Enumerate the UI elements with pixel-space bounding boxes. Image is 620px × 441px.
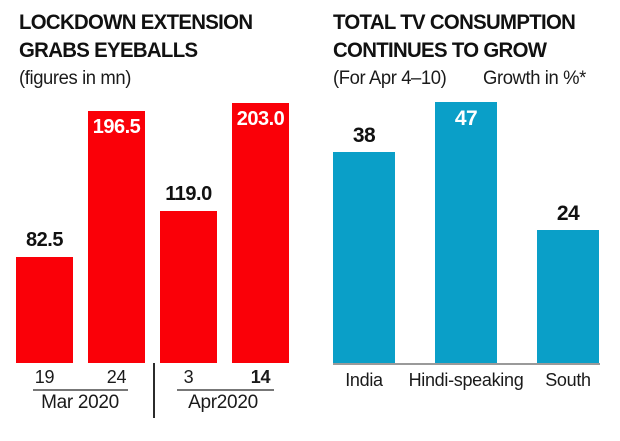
bar — [88, 111, 145, 363]
left-chart-subtitle: (figures in mn) — [19, 68, 131, 89]
bar-value-label: 38 — [352, 124, 376, 147]
bar — [435, 102, 497, 363]
bar-value-label: 24 — [556, 202, 580, 225]
category-label: South — [545, 370, 591, 390]
axis-group-label: Apr2020 — [188, 392, 258, 413]
axis-group-line — [177, 389, 274, 391]
bar-value-label: 119.0 — [165, 183, 212, 205]
right-chart-title: TOTAL TV CONSUMPTION CONTINUES TO GROW — [333, 11, 576, 62]
category-label: 24 — [106, 367, 127, 387]
bar-value-label: 47 — [454, 107, 478, 130]
bar-value-label: 203.0 — [236, 108, 285, 130]
bar-value-label: 82.5 — [26, 229, 63, 251]
bar — [232, 103, 289, 363]
axis-group-line — [33, 389, 128, 391]
bar — [160, 211, 217, 363]
category-label: 19 — [34, 367, 55, 387]
category-label: India — [345, 370, 383, 390]
bar-value-label: 196.5 — [92, 116, 141, 138]
right-chart-subtitle: (For Apr 4–10) — [333, 68, 447, 89]
category-label: 14 — [250, 367, 271, 387]
bar — [537, 230, 599, 363]
right-chart-unit-note: Growth in %* — [483, 68, 586, 89]
category-label: Hindi-speaking — [408, 370, 524, 390]
bar — [333, 152, 395, 363]
axis-baseline — [333, 363, 600, 365]
left-chart-title: LOCKDOWN EXTENSION GRABS EYEBALLS — [19, 11, 253, 62]
bar — [16, 257, 73, 363]
category-label: 3 — [183, 367, 194, 387]
axis-group-label: Mar 2020 — [41, 392, 119, 413]
axis-divider-line — [153, 363, 155, 418]
